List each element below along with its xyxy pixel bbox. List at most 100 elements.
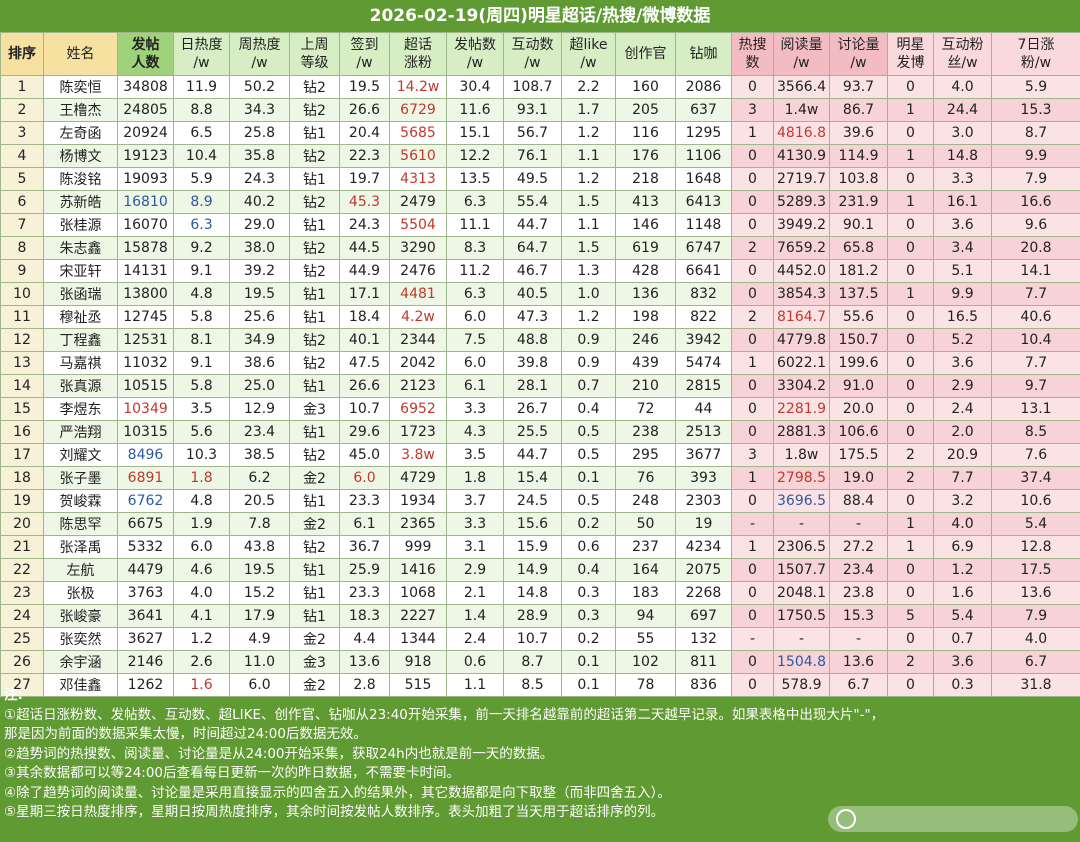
table-cell: 丁程鑫 — [43, 328, 118, 352]
table-cell: 1148 — [675, 213, 732, 237]
table-cell: - — [773, 512, 830, 536]
table-cell: 27 — [0, 673, 44, 697]
table-cell: 103.8 — [829, 167, 888, 191]
table-row: 7 张桂源 16070 6.3 29.0 钻1 24.3 5504 11.1 44.7 1.1 146… — [0, 213, 1080, 237]
table-cell: 0.3 — [561, 604, 616, 628]
table-cell: 1 — [731, 535, 774, 559]
table-cell: 6413 — [675, 190, 732, 214]
table-cell: 28.1 — [503, 374, 562, 398]
table-cell: 0 — [731, 558, 774, 582]
note-line: 那是因为前面的数据采集太慢，时间超过24:00后数据无效。 — [4, 726, 367, 742]
table-cell: 25 — [0, 627, 44, 651]
table-cell: 45.3 — [339, 190, 390, 214]
table-cell: 45.0 — [339, 443, 390, 467]
table-cell: 9 — [0, 259, 44, 283]
table-cell: 175.5 — [829, 443, 888, 467]
table-cell: 1 — [887, 98, 934, 122]
table-cell: 马嘉祺 — [43, 351, 118, 375]
table-cell: 0 — [887, 75, 934, 99]
table-cell: 5685 — [389, 121, 447, 145]
table-cell: 1750.5 — [773, 604, 830, 628]
table-cell: 5.8 — [173, 305, 230, 329]
table-cell: 左奇函 — [43, 121, 118, 145]
table-cell: 6.3 — [173, 213, 230, 237]
table-cell: 1504.8 — [773, 650, 830, 674]
table-cell: 18.3 — [339, 604, 390, 628]
table-cell: 0 — [731, 374, 774, 398]
table-cell: 2.6 — [173, 650, 230, 674]
column-header: 7日涨 粉/w — [991, 32, 1080, 76]
table-cell: 1.5 — [561, 190, 616, 214]
table-cell: 0 — [731, 167, 774, 191]
table-cell: 34808 — [117, 75, 174, 99]
table-cell: 5.8 — [173, 374, 230, 398]
table-cell: 24.5 — [503, 489, 562, 513]
table-cell: 4 — [0, 144, 44, 168]
table-cell: 55.4 — [503, 190, 562, 214]
table-cell: - — [773, 627, 830, 651]
table-cell: 7.7 — [991, 282, 1080, 306]
table-cell: 1.1 — [561, 213, 616, 237]
table-cell: 10315 — [117, 420, 174, 444]
column-header: 超like /w — [561, 32, 616, 76]
table-row: 20 陈思罕 6675 1.9 7.8 金2 6.1 2365 3.3 15.6 0.2 50 19- -… — [0, 512, 1080, 536]
table-cell: 40.2 — [229, 190, 290, 214]
table-cell: 9.2 — [173, 236, 230, 260]
table-cell: 25.8 — [229, 121, 290, 145]
table-cell: 44.5 — [339, 236, 390, 260]
table-cell: 36.7 — [339, 535, 390, 559]
table-cell: 5474 — [675, 351, 732, 375]
table-cell: 0.4 — [561, 558, 616, 582]
table-cell: 杨博文 — [43, 144, 118, 168]
table-cell: 14.9 — [503, 558, 562, 582]
table-cell: 94 — [615, 604, 676, 628]
table-cell: 4.0 — [933, 512, 992, 536]
table-cell: 4.6 — [173, 558, 230, 582]
table-cell: 49.5 — [503, 167, 562, 191]
table-cell: - — [829, 512, 888, 536]
table-cell: 3290 — [389, 236, 447, 260]
table-cell: 15.3 — [829, 604, 888, 628]
table-cell: 16.1 — [933, 190, 992, 214]
table-cell: 116 — [615, 121, 676, 145]
column-header: 明星 发博 — [887, 32, 934, 76]
table-cell: 0.6 — [446, 650, 504, 674]
table-cell: 39.2 — [229, 259, 290, 283]
table-cell: 515 — [389, 673, 447, 697]
table-cell: 钻1 — [289, 489, 340, 513]
table-cell: 2.8 — [339, 673, 390, 697]
table-cell: 822 — [675, 305, 732, 329]
table-cell: 2.1 — [446, 581, 504, 605]
table-cell: 8.9 — [173, 190, 230, 214]
table-cell: 237 — [615, 535, 676, 559]
table-row: 19 贺峻霖 6762 4.8 20.5 钻1 23.3 1934 3.7 24.5 0.5 248 2… — [0, 489, 1080, 513]
table-cell: 25.0 — [229, 374, 290, 398]
table-cell: 40.6 — [991, 305, 1080, 329]
table-cell: 22 — [0, 558, 44, 582]
table-cell: 14131 — [117, 259, 174, 283]
table-cell: 22.3 — [339, 144, 390, 168]
table-cell: 1.4w — [773, 98, 830, 122]
table-cell: 金2 — [289, 673, 340, 697]
table-cell: 24.3 — [339, 213, 390, 237]
column-header: 讨论量 /w — [829, 32, 888, 76]
column-header: 姓名 — [43, 32, 118, 76]
table-cell: 35.8 — [229, 144, 290, 168]
table-cell: 陈思罕 — [43, 512, 118, 536]
table-cell: 210 — [615, 374, 676, 398]
table-cell: 8 — [0, 236, 44, 260]
table-cell: 24.3 — [229, 167, 290, 191]
table-cell: 6.1 — [339, 512, 390, 536]
table-cell: 1.3 — [561, 259, 616, 283]
table-cell: - — [731, 512, 774, 536]
table-cell: 2048.1 — [773, 581, 830, 605]
table-row: 23 张极 3763 4.0 15.2 钻1 23.3 1068 2.1 14.8 0.3 183 22… — [0, 581, 1080, 605]
table-cell: 0.1 — [561, 650, 616, 674]
table-cell: 6675 — [117, 512, 174, 536]
table-cell: 0.3 — [561, 581, 616, 605]
table-cell: 7.5 — [446, 328, 504, 352]
table-cell: 44 — [675, 397, 732, 421]
column-header: 签到 /w — [339, 32, 390, 76]
table-cell: 6.9 — [933, 535, 992, 559]
table-cell: 1.2 — [561, 167, 616, 191]
